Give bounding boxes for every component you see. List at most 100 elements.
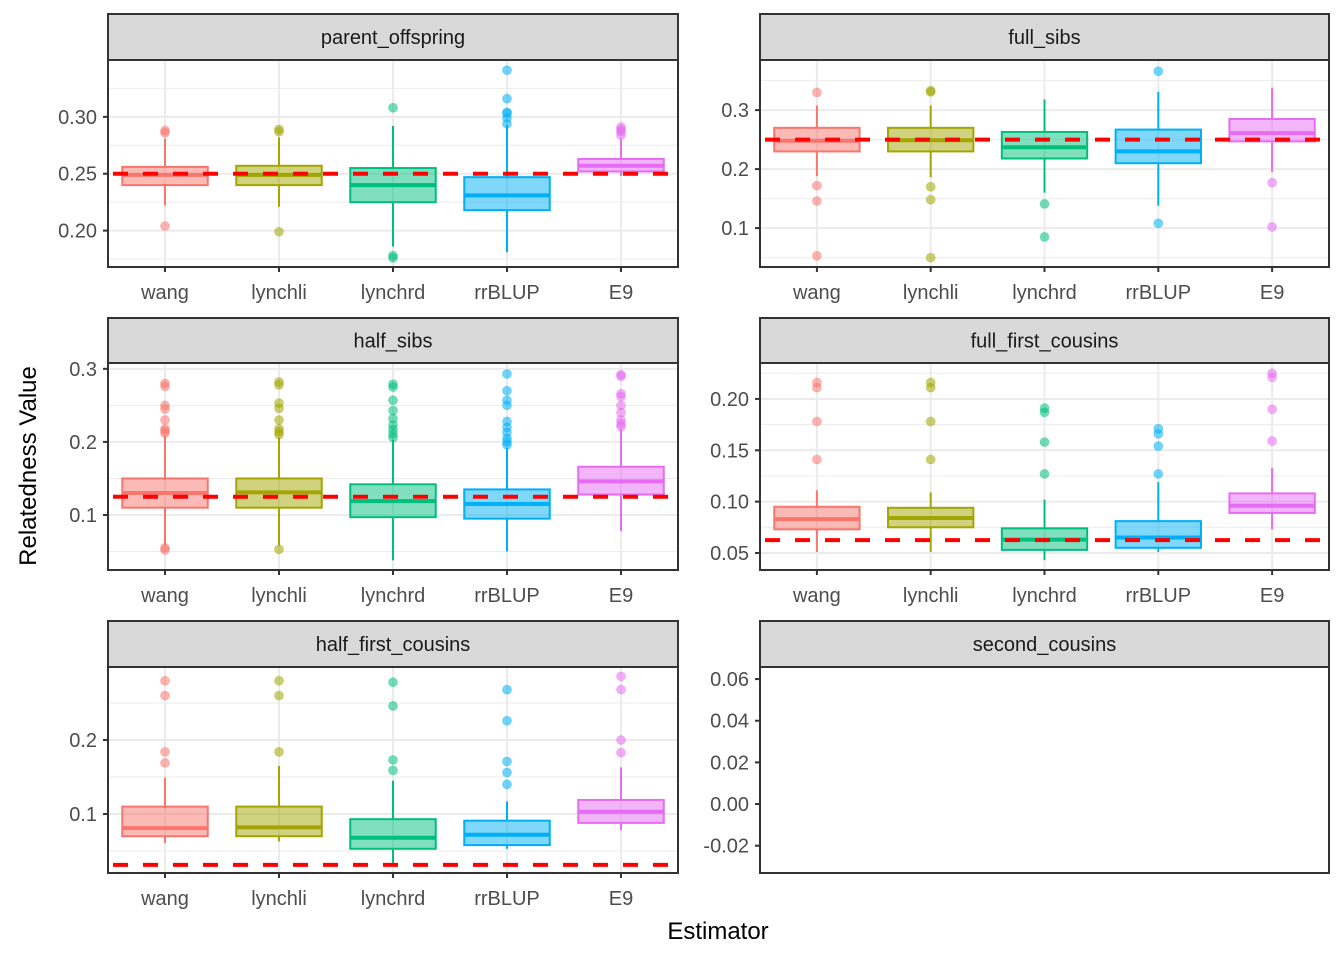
- outlier-point: [502, 385, 512, 396]
- box-lynchli: [235, 675, 323, 842]
- box-rrBLUP: [1114, 423, 1202, 552]
- outlier-point: [616, 369, 626, 380]
- y-tick-label: 0.30: [58, 107, 97, 129]
- facet-strip-label: full_first_cousins: [971, 331, 1119, 353]
- box-lynchrd: [349, 677, 437, 863]
- y-tick-label: -0.02: [703, 836, 749, 858]
- outlier-point: [274, 398, 284, 409]
- x-tick-label: E9: [1260, 282, 1284, 304]
- facet-strip-label: second_cousins: [973, 634, 1116, 656]
- outlier-point: [616, 747, 626, 758]
- x-tick-label: rrBLUP: [1126, 585, 1192, 607]
- box-rrBLUP: [463, 684, 551, 849]
- outlier-point: [388, 395, 398, 406]
- outlier-point: [1153, 66, 1164, 77]
- y-tick-label: 0.3: [721, 100, 749, 122]
- box-E9: [577, 122, 665, 177]
- iqr-box: [1228, 117, 1316, 143]
- facet-strip-label: parent_offspring: [321, 27, 465, 49]
- box-rrBLUP: [1114, 66, 1202, 229]
- outlier-point: [160, 400, 170, 411]
- outlier-point: [274, 376, 284, 387]
- y-tick-label: 0.1: [721, 218, 749, 240]
- y-axis-title: Relatedness Value: [15, 366, 42, 566]
- outlier-point: [160, 221, 170, 232]
- box-E9: [1228, 87, 1316, 232]
- outlier-point: [502, 684, 512, 695]
- x-tick-label: lynchrd: [1012, 585, 1076, 607]
- panel-full-sibs: full_sibs 0.1 0.2 0.3 wang lynchli lynchrd rrBL…: [721, 13, 1330, 304]
- y-tick-label: 0.25: [58, 164, 97, 186]
- outlier-point: [1039, 231, 1050, 242]
- outlier-point: [811, 87, 822, 98]
- outlier-point: [388, 250, 398, 261]
- x-tick-label: lynchli: [903, 282, 959, 304]
- box-E9: [577, 369, 665, 532]
- box-wang: [773, 377, 861, 552]
- facet-strip: [107, 13, 679, 61]
- x-tick-label: wang: [792, 282, 841, 304]
- outlier-point: [274, 544, 284, 555]
- x-tick-label: lynchli: [251, 888, 307, 910]
- facet-strip: [107, 620, 679, 668]
- outlier-point: [274, 414, 284, 425]
- outlier-point: [616, 671, 626, 682]
- x-tick-label: rrBLUP: [474, 282, 540, 304]
- outlier-point: [925, 85, 936, 96]
- iqr-box: [1114, 128, 1202, 165]
- outlier-point: [274, 746, 284, 757]
- y-tick-label: 0.04: [710, 711, 749, 733]
- iqr-box: [235, 805, 323, 838]
- x-tick-label: lynchli: [903, 585, 959, 607]
- outlier-point: [1267, 404, 1278, 415]
- outlier-point: [1039, 403, 1050, 414]
- outlier-point: [1153, 468, 1164, 479]
- facet-strip-label: full_sibs: [1008, 27, 1080, 49]
- x-tick-label: lynchrd: [361, 282, 425, 304]
- y-tick-label: 0.05: [710, 543, 749, 565]
- outlier-point: [388, 765, 398, 776]
- y-tick-label: 0.15: [710, 440, 749, 462]
- panels: parent_offspring 0.20 0.25 0.30 wang lynchli l…: [58, 13, 1330, 910]
- box-wang: [121, 125, 209, 232]
- outlier-point: [925, 416, 936, 427]
- y-tick-label: 0.2: [721, 159, 749, 181]
- box-lynchrd: [349, 379, 437, 561]
- facet-strip-label: half_first_cousins: [316, 634, 471, 656]
- x-tick-label: E9: [609, 585, 633, 607]
- panel-half-first-cousins: half_first_cousins 0.1 0.2 wang lynchli lynch…: [69, 620, 679, 910]
- iqr-box: [349, 818, 437, 850]
- outlier-point: [616, 400, 626, 411]
- outlier-point: [274, 226, 284, 237]
- outlier-point: [502, 756, 512, 767]
- outlier-point: [160, 378, 170, 389]
- outlier-point: [1039, 437, 1050, 448]
- outlier-point: [811, 180, 822, 191]
- outlier-point: [811, 195, 822, 206]
- outlier-point: [388, 754, 398, 765]
- outlier-point: [502, 715, 512, 726]
- outlier-point: [160, 690, 170, 701]
- outlier-point: [274, 675, 284, 686]
- y-tick-label: 0.20: [58, 221, 97, 243]
- outlier-point: [502, 395, 512, 406]
- outlier-point: [1153, 441, 1164, 452]
- y-tick-label: 0.2: [69, 432, 97, 454]
- panel-full-first-cousins: full_first_cousins 0.05 0.10 0.15 0.20 wang ly…: [710, 317, 1330, 607]
- facet-strip: [759, 620, 1330, 668]
- outlier-point: [502, 779, 512, 790]
- box-lynchli: [235, 124, 323, 237]
- outlier-point: [274, 690, 284, 701]
- outlier-point: [160, 125, 170, 136]
- box-E9: [577, 671, 665, 831]
- panel-half-sibs: half_sibs 0.1 0.2 0.3 wang lynchli lynchrd rrBL…: [69, 317, 679, 607]
- outlier-point: [502, 368, 512, 379]
- facet-strip: [759, 317, 1330, 364]
- x-tick-label: lynchli: [251, 282, 307, 304]
- x-tick-label: lynchrd: [361, 888, 425, 910]
- x-tick-label: rrBLUP: [474, 585, 540, 607]
- outlier-point: [502, 416, 512, 427]
- y-tick-label: 0.1: [69, 804, 97, 826]
- x-tick-label: lynchrd: [1012, 282, 1076, 304]
